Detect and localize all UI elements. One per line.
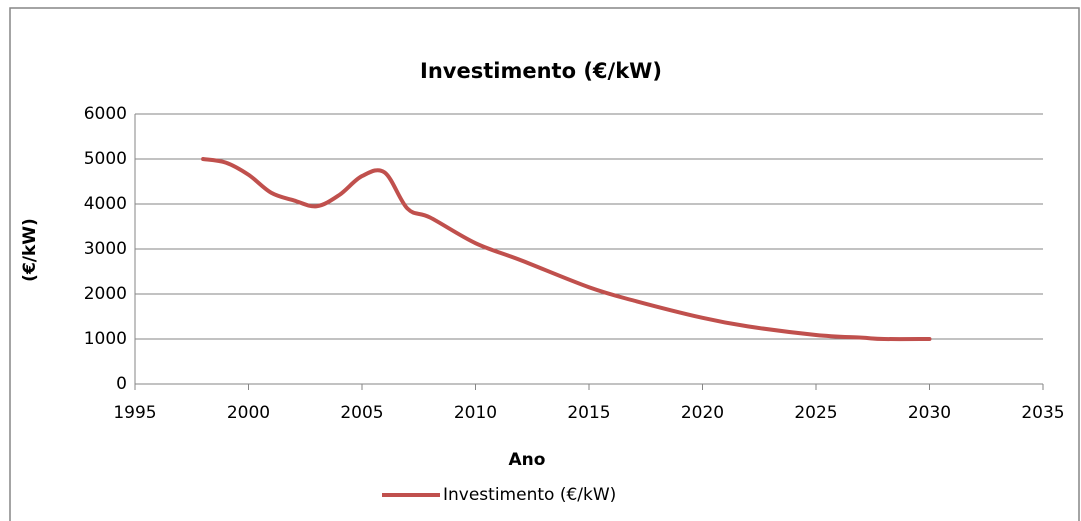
y-tick-label: 6000: [84, 104, 127, 124]
y-tick-label: 2000: [84, 284, 127, 304]
x-tick-label: 2030: [908, 403, 951, 423]
chart-title: Investimento (€/kW): [420, 59, 662, 83]
y-tick-label: 5000: [84, 149, 127, 169]
x-tick-label: 2025: [794, 403, 837, 423]
x-tick-label: 2005: [340, 403, 383, 423]
y-tick-label: 3000: [84, 239, 127, 259]
series-line: [201, 157, 932, 342]
x-tick-label: 2015: [567, 403, 610, 423]
x-tick-label: 2010: [454, 403, 497, 423]
y-tick-label: 0: [116, 374, 127, 394]
x-tick-label: 1995: [113, 403, 156, 423]
y-tick-label: 4000: [84, 194, 127, 214]
y-axis-title: (€/kW): [20, 218, 40, 282]
legend-label: Investimento (€/kW): [443, 485, 616, 505]
x-tick-label: 2000: [227, 403, 270, 423]
x-tick-label: 2035: [1021, 403, 1064, 423]
x-tick-label: 2020: [681, 403, 724, 423]
y-tick-label: 1000: [84, 329, 127, 349]
x-axis-title: Ano: [509, 450, 546, 470]
chart-frame: [9, 7, 1080, 521]
